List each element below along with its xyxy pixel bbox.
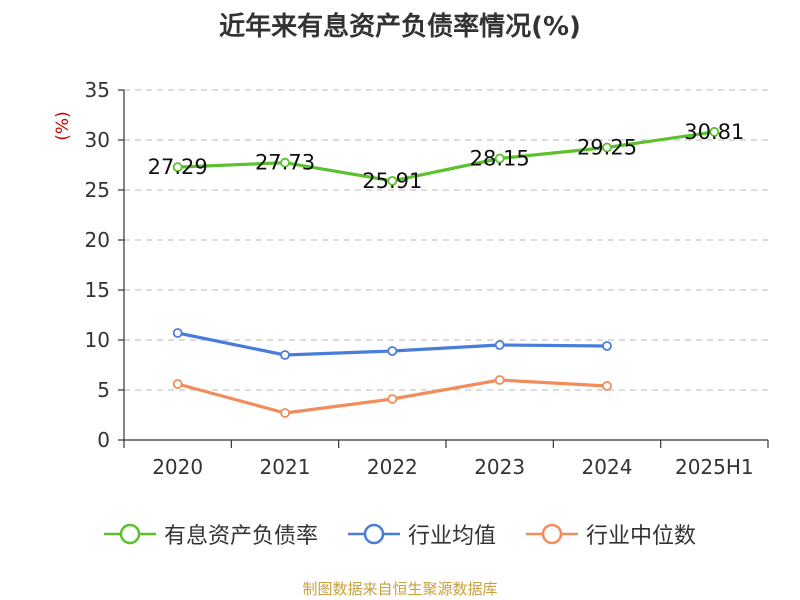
- data-point: [709, 126, 720, 137]
- legend-circle: [363, 523, 385, 545]
- data-point: [494, 153, 505, 164]
- x-tick-label: 2022: [367, 455, 418, 479]
- series-line: [177, 130, 715, 183]
- legend-marker-icon: [347, 523, 400, 545]
- x-tick-label: 2021: [260, 455, 311, 479]
- y-tick-label: 35: [85, 78, 110, 102]
- y-tick-label: 25: [85, 178, 110, 202]
- data-source-note: 制图数据来自恒生聚源数据库: [302, 580, 498, 598]
- legend: 有息资产负债率 行业均值 行业中位数: [0, 518, 800, 550]
- x-tick-label: 2025H1: [675, 455, 754, 479]
- data-point: [280, 157, 290, 168]
- legend-item-interest-debt-ratio[interactable]: 有息资产负债率: [103, 518, 318, 550]
- data-point: [280, 350, 290, 360]
- data-label: 25.91: [362, 169, 422, 193]
- data-point: [280, 408, 290, 418]
- data-point: [602, 142, 612, 153]
- legend-marker-icon: [526, 523, 578, 545]
- legend-label: 行业均值: [407, 524, 496, 549]
- data-point: [494, 340, 505, 350]
- y-tick-label: 5: [97, 378, 110, 402]
- data-label: 28.15: [470, 147, 530, 171]
- data-point: [172, 162, 183, 173]
- legend-label: 有息资产负债率: [163, 524, 318, 549]
- chart-title: 近年来有息资产负债率情况(%): [219, 12, 581, 42]
- x-tick-label: 2023: [474, 455, 525, 479]
- data-point: [602, 381, 612, 391]
- y-tick-label: 15: [85, 278, 110, 302]
- x-tick-label: 2024: [582, 455, 633, 479]
- legend-circle: [119, 523, 141, 545]
- legend-circle: [541, 523, 563, 545]
- legend-marker-icon: [103, 523, 156, 545]
- data-point: [387, 346, 398, 356]
- data-point: [172, 328, 183, 338]
- data-point: [387, 394, 398, 404]
- x-tick-label: 2020: [152, 455, 203, 479]
- data-label: 27.29: [148, 155, 208, 179]
- data-point: [387, 175, 398, 186]
- y-tick-label: 0: [97, 428, 110, 452]
- data-point: [602, 341, 612, 351]
- y-axis-label: (%): [53, 111, 73, 140]
- data-label: 30.81: [684, 120, 744, 144]
- legend-label: 行业中位数: [586, 524, 697, 549]
- y-tick-label: 30: [85, 128, 110, 152]
- data-point: [172, 379, 183, 389]
- y-tick-label: 20: [85, 228, 110, 252]
- data-label: 27.73: [255, 151, 315, 175]
- data-label: 29.25: [577, 136, 637, 160]
- legend-item-industry-mean[interactable]: 行业均值: [347, 518, 496, 550]
- y-tick-label: 10: [85, 328, 110, 352]
- legend-item-industry-median[interactable]: 行业中位数: [526, 518, 696, 550]
- data-point: [494, 375, 505, 385]
